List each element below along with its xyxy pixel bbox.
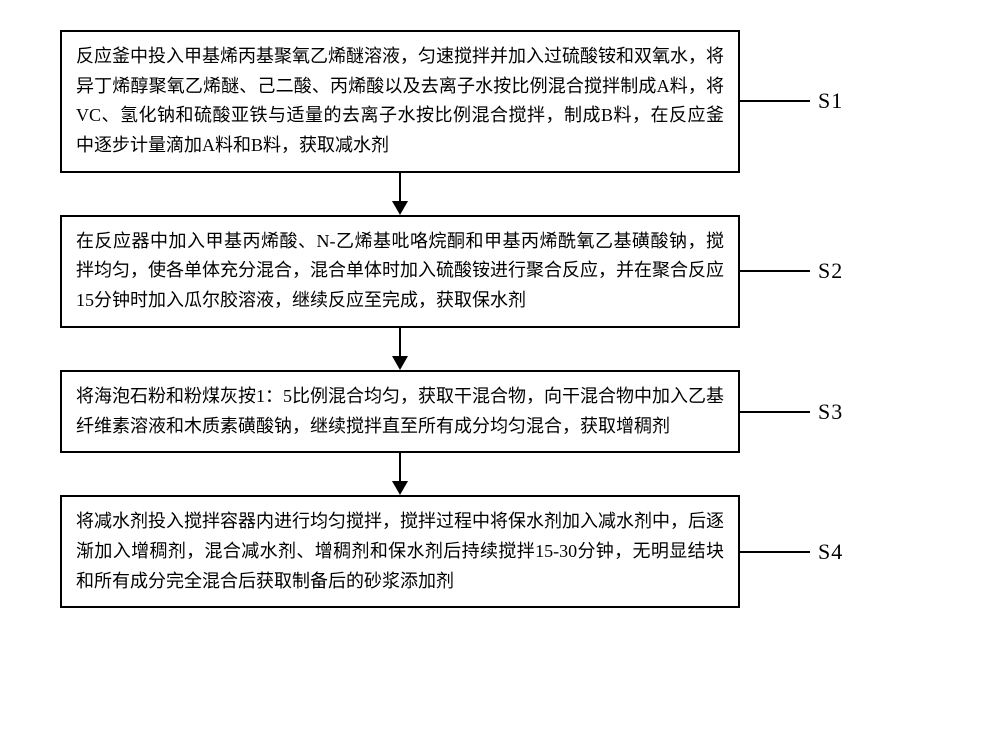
connector-line [740,270,810,272]
down-arrow-icon [388,173,412,215]
process-flowchart: 反应釜中投入甲基烯丙基聚氧乙烯醚溶液，匀速搅拌并加入过硫酸铵和双氧水，将异丁烯醇… [60,30,940,608]
step-label-s4: S4 [810,539,843,565]
step-row-s4: 将减水剂投入搅拌容器内进行均匀搅拌，搅拌过程中将保水剂加入减水剂中，后逐渐加入增… [60,495,940,608]
arrow-wrap-2 [60,328,740,370]
step-box-s1: 反应釜中投入甲基烯丙基聚氧乙烯醚溶液，匀速搅拌并加入过硫酸铵和双氧水，将异丁烯醇… [60,30,740,173]
step-label-s3: S3 [810,399,843,425]
connector-line [740,100,810,102]
step-box-s4: 将减水剂投入搅拌容器内进行均匀搅拌，搅拌过程中将保水剂加入减水剂中，后逐渐加入增… [60,495,740,608]
connector-line [740,551,810,553]
down-arrow-icon [388,328,412,370]
step-label-s1: S1 [810,88,843,114]
arrow-wrap-3 [60,453,740,495]
arrow-wrap-1 [60,173,740,215]
step-row-s2: 在反应器中加入甲基丙烯酸、N-乙烯基吡咯烷酮和甲基丙烯酰氧乙基磺酸钠，搅拌均匀，… [60,215,940,328]
connector-line [740,411,810,413]
step-box-s3: 将海泡石粉和粉煤灰按1：5比例混合均匀，获取干混合物，向干混合物中加入乙基纤维素… [60,370,740,453]
step-row-s3: 将海泡石粉和粉煤灰按1：5比例混合均匀，获取干混合物，向干混合物中加入乙基纤维素… [60,370,940,453]
step-box-s2: 在反应器中加入甲基丙烯酸、N-乙烯基吡咯烷酮和甲基丙烯酰氧乙基磺酸钠，搅拌均匀，… [60,215,740,328]
down-arrow-icon [388,453,412,495]
step-label-s2: S2 [810,258,843,284]
step-row-s1: 反应釜中投入甲基烯丙基聚氧乙烯醚溶液，匀速搅拌并加入过硫酸铵和双氧水，将异丁烯醇… [60,30,940,173]
